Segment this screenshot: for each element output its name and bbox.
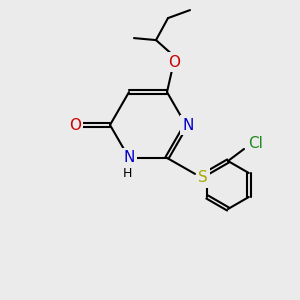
Text: N: N [182, 118, 194, 133]
Text: Cl: Cl [249, 136, 263, 151]
Text: O: O [69, 118, 81, 133]
Text: S: S [198, 170, 208, 185]
Text: H: H [122, 167, 132, 180]
Text: O: O [168, 55, 180, 70]
Text: N: N [123, 150, 135, 165]
